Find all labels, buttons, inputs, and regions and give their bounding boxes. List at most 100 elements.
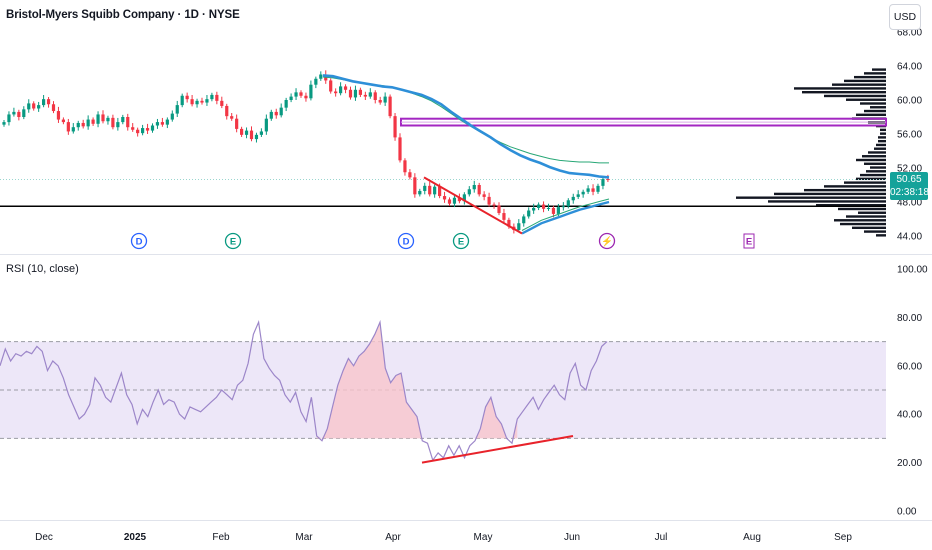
- candle-body: [378, 100, 382, 103]
- candle-body: [487, 196, 491, 205]
- candle-body: [343, 86, 348, 90]
- candle-body: [269, 111, 273, 119]
- volume-profile-bar: [858, 211, 886, 214]
- candle-body: [447, 199, 452, 204]
- candle-body: [180, 95, 184, 106]
- candle-body: [106, 117, 110, 122]
- candle-body: [264, 118, 268, 132]
- candle-body: [413, 177, 417, 195]
- chart-title: Bristol-Myers Squibb Company · 1D · NYSE: [6, 9, 240, 21]
- volume-profile-bar: [860, 102, 886, 105]
- volume-profile-bar: [856, 113, 886, 117]
- volume-profile-bar: [880, 128, 886, 132]
- candle-body: [591, 188, 595, 192]
- event-marker-label: E: [230, 237, 236, 248]
- volume-profile-bar: [866, 170, 886, 173]
- candle-body: [452, 197, 457, 204]
- candle-body: [141, 128, 145, 134]
- candle-body: [200, 100, 204, 103]
- candle-body: [467, 189, 471, 195]
- volume-profile-bar: [876, 234, 886, 237]
- candle-body: [116, 122, 120, 128]
- volume-profile-bar: [846, 215, 886, 218]
- candle-body: [546, 207, 551, 209]
- candle-body: [561, 206, 565, 208]
- candle-body: [190, 99, 194, 105]
- candle-body: [66, 122, 70, 132]
- candle-body: [126, 117, 130, 128]
- candle-body: [205, 99, 209, 103]
- candle-body: [170, 113, 174, 120]
- event-marker-label: D: [403, 237, 410, 248]
- event-marker-label: ⚡: [601, 236, 613, 248]
- volume-profile-bar: [816, 204, 886, 207]
- candle-body: [27, 103, 31, 110]
- candle-body: [438, 186, 442, 197]
- candle-body: [304, 95, 308, 99]
- candle-body: [363, 94, 367, 97]
- candle-body: [71, 127, 75, 132]
- event-marker-label: D: [136, 237, 143, 248]
- candle-body: [225, 105, 229, 117]
- volume-profile-bar: [860, 173, 886, 177]
- volume-profile-bar: [878, 136, 886, 139]
- price-axis-tick: 44.00: [897, 232, 922, 243]
- candle-body: [532, 207, 536, 211]
- candle-body: [51, 104, 56, 112]
- volume-profile-bar: [832, 83, 886, 86]
- candle-body: [160, 122, 164, 125]
- price-axis-tick: 52.00: [897, 164, 922, 175]
- rsi-line: [0, 319, 608, 462]
- volume-profile-bar: [856, 177, 886, 181]
- time-axis-label: Dec: [35, 532, 53, 543]
- candle-body: [294, 92, 298, 97]
- time-axis-label: Jun: [564, 532, 580, 543]
- candle-body: [195, 100, 199, 105]
- candle-body: [457, 197, 461, 202]
- time-axis-label: Apr: [385, 532, 401, 543]
- candle-body: [274, 111, 278, 116]
- candle-body: [551, 207, 556, 214]
- candle-body: [403, 160, 407, 173]
- candle-body: [408, 172, 412, 178]
- price-axis-tick: 56.00: [897, 130, 922, 141]
- volume-profile-bar: [874, 147, 886, 150]
- currency-button[interactable]: USD: [889, 4, 921, 30]
- volume-profile-bar: [870, 166, 886, 169]
- candle-body: [86, 119, 90, 127]
- candle-body: [507, 219, 511, 227]
- rsi-axis-tick: 20.00: [897, 458, 922, 469]
- candle-body: [12, 111, 16, 115]
- candle-body: [339, 86, 343, 94]
- candle-body: [566, 200, 570, 207]
- candle-body: [358, 89, 362, 95]
- candle-body: [522, 216, 526, 224]
- volume-profile-bar: [824, 94, 886, 98]
- candle-body: [111, 117, 115, 128]
- volume-profile-bar: [880, 132, 886, 135]
- volume-profile-bar: [864, 162, 886, 165]
- candle-body: [329, 80, 333, 92]
- candle-body: [2, 122, 6, 125]
- candle-body: [76, 122, 80, 128]
- candle-body: [571, 196, 575, 201]
- volume-profile-bar: [844, 79, 886, 83]
- volume-profile-bar: [840, 222, 886, 226]
- candle-body: [131, 127, 135, 130]
- candle-body: [497, 205, 501, 214]
- candle-body: [230, 116, 234, 119]
- candle-body: [7, 114, 11, 123]
- candle-body: [462, 194, 466, 202]
- rsi-axis-tick: 80.00: [897, 313, 922, 324]
- candle-body: [150, 125, 155, 131]
- candle-body: [42, 99, 46, 106]
- rsi-axis-tick: 60.00: [897, 361, 922, 372]
- time-axis-label: Sep: [834, 532, 852, 543]
- candle-body: [586, 188, 590, 192]
- candle-body: [121, 117, 125, 123]
- rsi-trendline: [421, 434, 574, 464]
- volume-profile-bar: [870, 106, 886, 109]
- volume-profile-bar: [824, 185, 886, 188]
- candle-body: [249, 130, 254, 140]
